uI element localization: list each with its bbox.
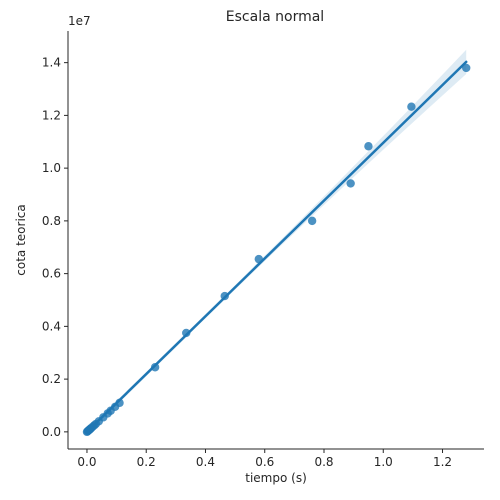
data-point bbox=[462, 63, 471, 73]
data-point bbox=[150, 363, 160, 372]
data-point bbox=[407, 102, 416, 111]
x-tick-label: 0.6 bbox=[255, 455, 274, 469]
y-axis-label: cota teorica bbox=[14, 204, 28, 275]
data-point bbox=[182, 328, 191, 338]
y-tick-label: 0.0 bbox=[42, 425, 61, 439]
data-point bbox=[307, 216, 317, 226]
y-tick-label: 0.8 bbox=[42, 214, 61, 228]
y-tick-label: 0.4 bbox=[42, 319, 61, 333]
x-tick-label: 0.4 bbox=[196, 455, 215, 469]
data-point bbox=[115, 398, 124, 408]
y-tick-label: 1.4 bbox=[42, 56, 61, 70]
y-offset-label: 1e7 bbox=[68, 14, 91, 28]
y-tick-label: 1.2 bbox=[42, 108, 61, 122]
data-point bbox=[220, 291, 229, 301]
regression-line bbox=[85, 60, 468, 434]
data-point bbox=[254, 254, 264, 264]
axes bbox=[67, 31, 484, 450]
y-ticks: 0.0 0.2 0.4 0.6 0.8 1.0 1.2 1.4 bbox=[42, 56, 68, 439]
regression-line-path bbox=[85, 60, 468, 434]
x-tick-label: 0.0 bbox=[77, 455, 96, 469]
y-tick-label: 0.6 bbox=[42, 267, 61, 281]
x-tick-label: 1.2 bbox=[433, 455, 452, 469]
scatter-points bbox=[82, 63, 471, 437]
x-tick-label: 0.2 bbox=[137, 455, 156, 469]
chart-title: Escala normal bbox=[226, 9, 324, 25]
x-tick-label: 1.0 bbox=[374, 455, 393, 469]
y-tick-label: 0.2 bbox=[42, 372, 61, 386]
y-tick-label: 1.0 bbox=[42, 161, 61, 175]
x-axis-label: tiempo (s) bbox=[245, 471, 307, 485]
x-ticks: 0.0 0.2 0.4 0.6 0.8 1.0 1.2 bbox=[77, 449, 452, 469]
x-tick-label: 0.8 bbox=[314, 455, 333, 469]
data-point bbox=[346, 179, 355, 188]
data-point bbox=[364, 142, 373, 151]
